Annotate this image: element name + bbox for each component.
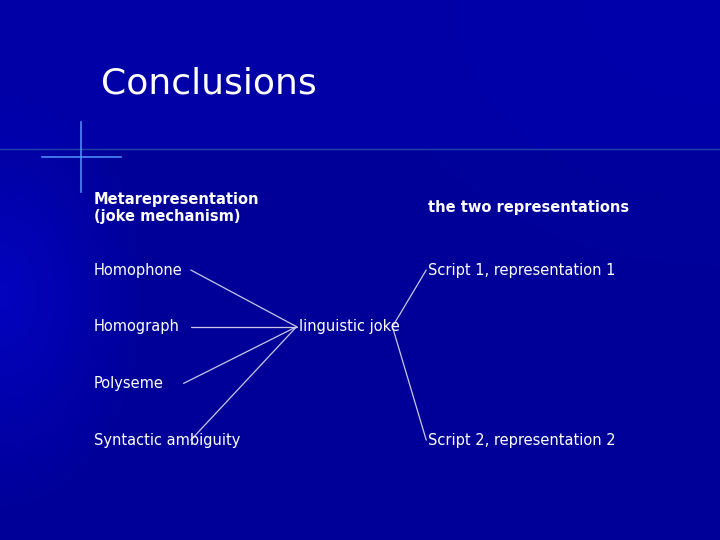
Text: Syntactic ambiguity: Syntactic ambiguity: [94, 433, 240, 448]
Text: Homograph: Homograph: [94, 319, 179, 334]
Text: Homophone: Homophone: [94, 262, 182, 278]
Text: Script 2, representation 2: Script 2, representation 2: [428, 433, 616, 448]
Bar: [0, 0, 720, 148]
Text: Metarepresentation
(joke mechanism): Metarepresentation (joke mechanism): [94, 192, 259, 224]
Text: the two representations: the two representations: [428, 200, 629, 215]
Text: Conclusions: Conclusions: [101, 67, 317, 100]
Text: linguistic joke: linguistic joke: [299, 319, 400, 334]
Text: Script 1, representation 1: Script 1, representation 1: [428, 262, 616, 278]
Text: Polyseme: Polyseme: [94, 376, 163, 391]
